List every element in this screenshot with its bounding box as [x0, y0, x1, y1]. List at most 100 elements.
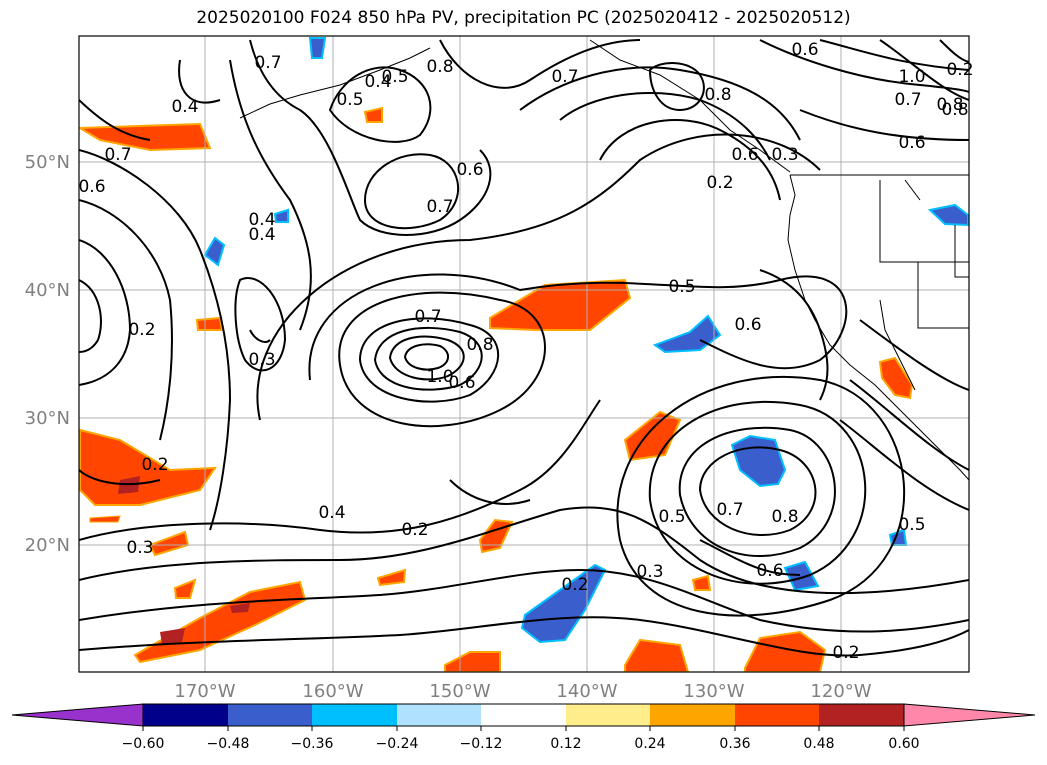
precip-area: [878, 356, 914, 400]
precip-area: [89, 515, 121, 523]
colorbar: −0.60 −0.48 −0.36 −0.24 −0.12 0.12 0.24 …: [11, 703, 1036, 752]
contour-label: 0.8: [936, 95, 963, 115]
precip-area: [195, 316, 224, 331]
contour-label: 1.0: [898, 67, 925, 87]
lon-label: 120°W: [810, 681, 871, 702]
map-title: 2025020100 F024 850 hPa PV, precipitatio…: [196, 8, 851, 28]
lat-label: 50°N: [25, 152, 70, 173]
contour-label: 0.5: [898, 515, 925, 535]
precip-area: [376, 568, 407, 587]
colorbar-segment: [481, 704, 566, 726]
colorbar-segment: [143, 704, 228, 726]
colorbar-segment: [650, 704, 735, 726]
colorbar-tick-label: 0.12: [550, 736, 581, 752]
contour-label: 0.5: [336, 90, 363, 110]
contour-label: 1.0: [426, 367, 453, 387]
contour-label: 0.6: [731, 145, 758, 165]
contour-label: 0.6: [78, 177, 105, 197]
contour-label: 0.7: [104, 145, 131, 165]
contour-label: 0.3: [636, 562, 663, 582]
colorbar-segment: [819, 704, 904, 726]
map-background: [79, 36, 969, 672]
contour-label: 0.2: [128, 320, 155, 340]
lat-label: 20°N: [25, 535, 70, 556]
colorbar-extend-low: [11, 703, 144, 727]
colorbar-tick-label: −0.36: [291, 736, 334, 752]
precip-area: [652, 314, 722, 354]
contour-label: 0.8: [941, 100, 968, 120]
precip-area: [783, 560, 820, 592]
contour-label: 0.8: [771, 507, 798, 527]
lon-label: 130°W: [683, 681, 744, 702]
contour-label: 0.6: [898, 133, 925, 153]
lon-label: 160°W: [302, 681, 363, 702]
contour-label: 0.3: [771, 145, 798, 165]
contour-label: 0.8: [704, 85, 731, 105]
precip-area-core: [160, 628, 185, 644]
colorbar-tick-label: −0.48: [207, 736, 250, 752]
colorbar-tick-label: 0.48: [803, 736, 834, 752]
contour-label: 0.2: [832, 643, 859, 663]
contour-label: 0.8: [466, 335, 493, 355]
contour-label: 0.7: [894, 90, 921, 110]
contour-label: 0.4: [171, 97, 198, 117]
contour-label: 0.2: [561, 575, 588, 595]
contour-label: 0.3: [126, 538, 153, 558]
contour-label: 0.6: [791, 40, 818, 60]
colorbar-tick-label: 0.60: [888, 736, 919, 752]
precip-area: [691, 574, 712, 591]
precip-area: [173, 578, 197, 599]
colorbar-tick-label: 0.36: [719, 736, 750, 752]
colorbar-ticks: [142, 726, 905, 731]
precip-area: [203, 236, 226, 267]
colorbar-segment: [228, 704, 312, 726]
colorbar-tick-label: 0.24: [634, 736, 665, 752]
lat-label: 30°N: [25, 408, 70, 429]
latitude-labels: 50°N 40°N 30°N 20°N: [25, 152, 70, 556]
contour-label: 0.4: [248, 225, 275, 245]
colorbar-segment: [312, 704, 397, 726]
contour-label: 0.7: [716, 500, 743, 520]
precip-area: [79, 428, 217, 506]
precip-area: [79, 122, 212, 152]
contour-label: 0.3: [248, 350, 275, 370]
contour-label: 0.2: [401, 520, 428, 540]
contour-label: 0.6: [756, 561, 783, 581]
colorbar-extend-high: [903, 703, 1036, 727]
contour-label: 0.7: [414, 307, 441, 327]
colorbar-tick-label: −0.12: [460, 736, 503, 752]
contour-label: 0.6: [734, 315, 761, 335]
precip-area: [927, 203, 969, 227]
precip-area: [520, 563, 607, 644]
contour-label: 0.7: [426, 197, 453, 217]
precip-area: [273, 208, 289, 223]
contour-label: 0.4: [248, 210, 275, 230]
longitude-labels: 170°W 160°W 150°W 140°W 130°W 120°W: [174, 681, 871, 702]
precip-area: [308, 37, 327, 59]
colorbar-segment: [735, 704, 819, 726]
colorbar-tick-labels: −0.60 −0.48 −0.36 −0.24 −0.12 0.12 0.24 …: [122, 736, 920, 752]
contour-label: 0.8: [426, 57, 453, 77]
contour-label: 0.6: [448, 373, 475, 393]
colorbar-tick-label: −0.60: [122, 736, 165, 752]
map-frame: [78, 35, 970, 673]
precip-positive-areas: [79, 106, 914, 672]
precip-area-core: [230, 603, 250, 613]
contour-label: 0.5: [381, 67, 408, 87]
contour-label: 0.6: [456, 160, 483, 180]
precip-area: [744, 630, 827, 672]
contour-label: 0.7: [254, 53, 281, 73]
contour-label: 0.4: [318, 503, 345, 523]
colorbar-tick-label: −0.24: [376, 736, 419, 752]
lon-label: 170°W: [174, 681, 235, 702]
precip-area: [363, 106, 383, 123]
contour-label: 0.2: [706, 173, 733, 193]
colorbar-segment: [397, 704, 481, 726]
contour-label: 0.5: [658, 507, 685, 527]
lat-label: 40°N: [25, 280, 70, 301]
precip-area: [624, 638, 690, 672]
contour-label: 0.2: [141, 455, 168, 475]
contour-label: 0.4: [364, 72, 391, 92]
contour-label: 0.5: [668, 277, 695, 297]
